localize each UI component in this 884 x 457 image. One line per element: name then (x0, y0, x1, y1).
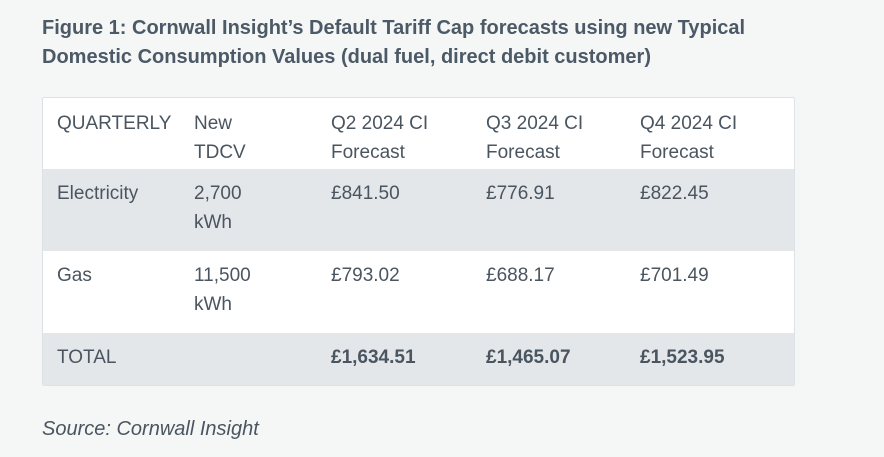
row-label: Gas (57, 265, 92, 286)
row-q4-value: £701.49 (640, 265, 709, 286)
source-caption: Source: Cornwall Insight (42, 418, 259, 440)
header-quarterly: QUARTERLY (43, 98, 194, 169)
total-label: TOTAL (57, 347, 117, 368)
figure-title: Figure 1: Cornwall Insight’s Default Tar… (42, 17, 746, 68)
row-tdcv: 11,500 kWh (194, 251, 331, 333)
table-row: Electricity 2,700 kWh £841.50 £776.91 £8… (43, 169, 794, 251)
row-label: Electricity (57, 183, 139, 204)
row-q2-value: £841.50 (331, 183, 400, 204)
header-tdcv: New TDCV (194, 98, 331, 169)
total-q2-value: £1,634.51 (331, 347, 416, 368)
header-q2-line1: Q2 2024 CI (331, 113, 429, 134)
header-tdcv-line2: TDCV (194, 142, 246, 163)
header-q2-line2: Forecast (331, 142, 405, 163)
row-q3-value: £776.91 (486, 183, 555, 204)
row-q2-value: £793.02 (331, 265, 400, 286)
forecast-table: QUARTERLY New TDCV Q2 2024 CI Forecast Q… (43, 98, 794, 385)
total-q3-value: £1,465.07 (486, 347, 571, 368)
header-q3-line1: Q3 2024 CI (486, 113, 584, 134)
row-q4-value: £822.45 (640, 183, 709, 204)
table-header-row: QUARTERLY New TDCV Q2 2024 CI Forecast Q… (43, 98, 794, 169)
row-tdcv-unit: kWh (194, 212, 232, 233)
header-q3-line2: Forecast (486, 142, 560, 163)
row-tdcv-value: 2,700 (194, 183, 242, 204)
row-q3-value: £688.17 (486, 265, 555, 286)
total-q4-value: £1,523.95 (640, 347, 725, 368)
header-q4: Q4 2024 CI Forecast (640, 98, 794, 169)
table-row: Gas 11,500 kWh £793.02 £688.17 £701.49 (43, 251, 794, 333)
row-tdcv-value: 11,500 (194, 265, 251, 286)
row-tdcv: 2,700 kWh (194, 169, 331, 251)
table-total-row: TOTAL £1,634.51 £1,465.07 £1,523.95 (43, 333, 794, 385)
row-tdcv-unit: kWh (194, 294, 232, 315)
header-q3: Q3 2024 CI Forecast (486, 98, 640, 169)
total-tdcv (194, 333, 331, 385)
forecast-table-container: QUARTERLY New TDCV Q2 2024 CI Forecast Q… (42, 97, 795, 386)
header-q2: Q2 2024 CI Forecast (331, 98, 486, 169)
header-quarterly-label: QUARTERLY (57, 113, 172, 134)
header-tdcv-line1: New (194, 113, 233, 134)
header-q4-line2: Forecast (640, 142, 714, 163)
header-q4-line1: Q4 2024 CI (640, 113, 738, 134)
